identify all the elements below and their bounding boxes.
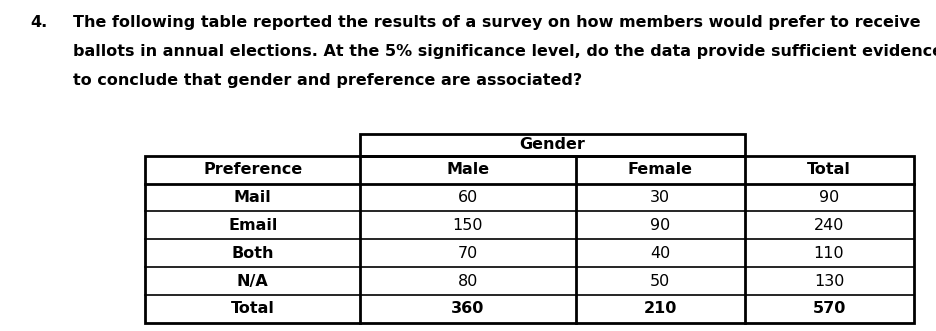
Text: Total: Total <box>230 301 274 316</box>
Text: N/A: N/A <box>237 273 269 289</box>
Text: 110: 110 <box>812 246 843 261</box>
Text: 70: 70 <box>458 246 477 261</box>
Text: Mail: Mail <box>234 190 271 205</box>
Text: 130: 130 <box>813 273 843 289</box>
Text: 50: 50 <box>650 273 669 289</box>
Text: 4.: 4. <box>30 15 47 30</box>
Text: The following table reported the results of a survey on how members would prefer: The following table reported the results… <box>73 15 920 30</box>
Text: Female: Female <box>627 162 692 177</box>
Text: 210: 210 <box>643 301 676 316</box>
Text: Male: Male <box>446 162 489 177</box>
Text: to conclude that gender and preference are associated?: to conclude that gender and preference a… <box>73 73 581 88</box>
Text: 90: 90 <box>650 218 669 233</box>
Text: Both: Both <box>231 246 273 261</box>
Text: 60: 60 <box>458 190 477 205</box>
Text: Total: Total <box>806 162 850 177</box>
Text: 570: 570 <box>812 301 845 316</box>
Text: 240: 240 <box>813 218 843 233</box>
Text: 80: 80 <box>458 273 477 289</box>
Text: Preference: Preference <box>203 162 302 177</box>
Text: 40: 40 <box>650 246 669 261</box>
Text: 360: 360 <box>451 301 484 316</box>
Text: 30: 30 <box>650 190 669 205</box>
Text: ballots in annual elections. At the 5% significance level, do the data provide s: ballots in annual elections. At the 5% s… <box>73 44 936 59</box>
Text: 150: 150 <box>452 218 483 233</box>
Text: Email: Email <box>227 218 277 233</box>
Text: 90: 90 <box>818 190 839 205</box>
Text: Gender: Gender <box>519 137 585 152</box>
